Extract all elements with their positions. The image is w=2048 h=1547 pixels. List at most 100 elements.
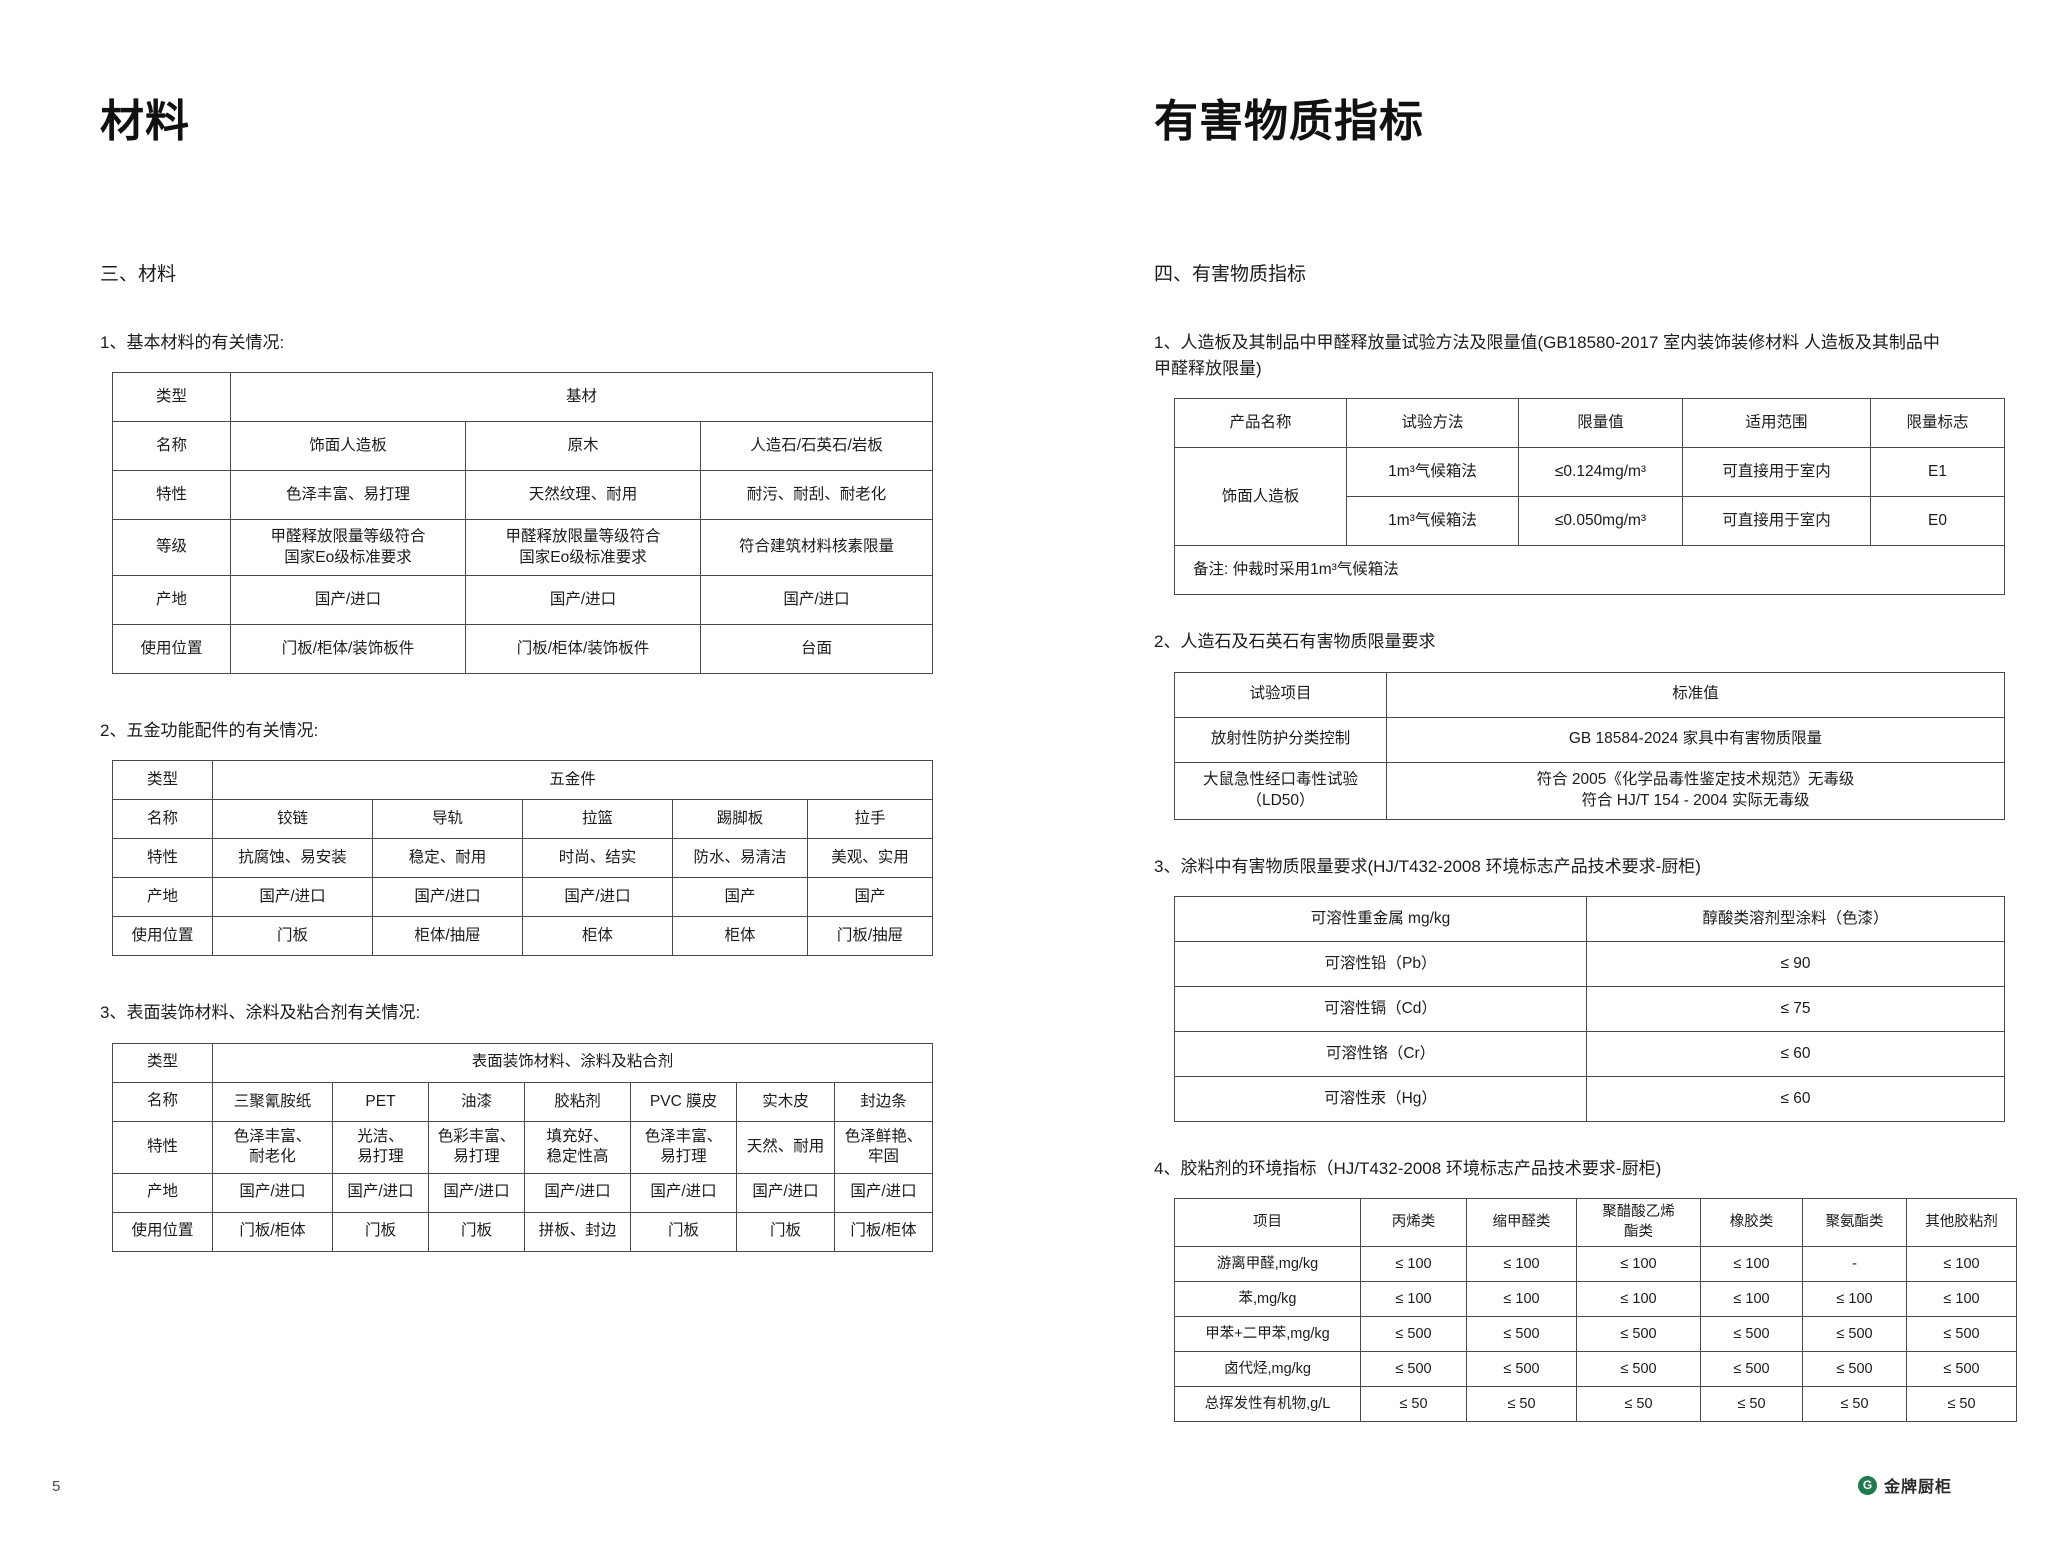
- table-row: 卤代烃,mg/kg ≤ 500 ≤ 500 ≤ 500 ≤ 500 ≤ 500 ≤ 500: [1174, 1351, 2017, 1388]
- table-cell: ≤ 100: [1466, 1246, 1577, 1283]
- table-cell: ≤ 500: [1360, 1351, 1467, 1388]
- table-cell: 原木: [465, 421, 701, 472]
- table-cell: -: [1802, 1246, 1907, 1283]
- group-label: 五金件: [212, 760, 933, 801]
- table-cell: 大鼠急性经口毒性试验 （LD50）: [1174, 761, 1387, 820]
- table-cell: 国产/进口: [212, 877, 373, 918]
- table-cell: PVC 膜皮: [630, 1081, 737, 1122]
- table-cell: 柜体: [672, 916, 808, 957]
- table-cell: 国产: [807, 877, 933, 918]
- table-cell: ≤ 50: [1360, 1386, 1467, 1423]
- row-label: 总挥发性有机物,g/L: [1174, 1386, 1361, 1423]
- table-cell: ≤ 50: [1576, 1386, 1701, 1423]
- table-cell: 填充好、 稳定性高: [524, 1120, 631, 1174]
- table-cell: ≤ 100: [1906, 1246, 2017, 1283]
- table-cell: ≤ 100: [1576, 1281, 1701, 1318]
- table-header-row: 产品名称 试验方法 限量值 适用范围 限量标志: [1174, 398, 2005, 449]
- table-cell: 导轨: [372, 799, 523, 840]
- subsection-heading-coating: 3、涂料中有害物质限量要求(HJ/T432-2008 环境标志产品技术要求-厨柜…: [1154, 856, 1701, 876]
- table-cell: 国产/进口: [522, 877, 673, 918]
- table-basic-body: 类型 基材 名称 饰面人造板 原木 人造石/石英石/岩板 特性 色泽丰富、易打理 天然纹理、耐用…: [112, 372, 934, 675]
- table-cell: 门板/柜体/装饰板件: [465, 624, 701, 675]
- table-hardware: 类型 五金件 名称 铰链 导轨 拉篮 踢脚板 拉手 特性 抗腐蚀、易安装 稳定、耐用 时尚、结实 防水、…: [112, 760, 933, 957]
- table-cell: 美观、实用: [807, 838, 933, 879]
- table-row: 产地 国产/进口 国产/进口 国产/进口 国产/进口 国产/进口 国产/进口 国产/进口: [112, 1172, 934, 1213]
- table-cell: 门板: [428, 1211, 525, 1252]
- table-row: 产地 国产/进口 国产/进口 国产/进口 国产 国产: [112, 877, 933, 918]
- table-row: 放射性防护分类控制 GB 18584-2024 家具中有害物质限量: [1174, 716, 2005, 763]
- row-label: 使用位置: [112, 624, 231, 675]
- brand-logo: G 金牌厨柜: [1857, 1473, 1952, 1497]
- section-title-right: 四、有害物质指标: [1154, 263, 1307, 285]
- table-cell: 可直接用于室内: [1682, 447, 1871, 498]
- table-cell: 国产/进口: [833, 1172, 934, 1213]
- subsection-heading-hardware: 2、五金功能配件的有关情况:: [100, 721, 319, 741]
- table-row: 名称 三聚氰胺纸 PET 油漆 胶粘剂 PVC 膜皮 实木皮 封边条: [112, 1081, 934, 1122]
- table-cell: 抗腐蚀、易安装: [212, 838, 373, 879]
- column-header: 限量标志: [1870, 398, 2005, 449]
- column-header: 醇酸类溶剂型涂料（色漆）: [1586, 896, 2005, 943]
- table-row: 等级 甲醛释放限量等级符合 国家Eo级标准要求 甲醛释放限量等级符合 国家Eo级标准要求…: [112, 519, 934, 577]
- table-cell: 耐污、耐刮、耐老化: [699, 470, 934, 521]
- table-cell: ≤ 60: [1586, 1031, 2005, 1078]
- row-label: 特性: [112, 1120, 213, 1174]
- table-note: 备注: 仲裁时采用1m³气候箱法: [1174, 545, 2005, 596]
- table-cell: ≤ 100: [1700, 1281, 1803, 1318]
- table-row: 游离甲醛,mg/kg ≤ 100 ≤ 100 ≤ 100 ≤ 100- ≤ 100: [1174, 1246, 2017, 1283]
- row-label: 产地: [112, 575, 231, 626]
- table-cell: 国产/进口: [332, 1172, 429, 1213]
- column-header: 试验方法: [1346, 398, 1519, 449]
- table-cell: ≤ 500: [1700, 1316, 1803, 1353]
- row-label: 特性: [112, 838, 213, 879]
- table-cell: 稳定、耐用: [372, 838, 523, 879]
- table-cell: 门板: [736, 1211, 835, 1252]
- table-row: 1m³气候箱法 ≤0.050mg/m³ 可直接用于室内 E0: [1175, 496, 2005, 547]
- table-cell: ≤ 100: [1360, 1246, 1467, 1283]
- table-header-row: 类型 基材: [112, 372, 934, 423]
- column-header: 标准值: [1386, 671, 2005, 718]
- column-header: 缩甲醛类: [1466, 1198, 1577, 1248]
- row-label: 名称: [112, 799, 213, 840]
- table-cell: 甲醛释放限量等级符合 国家Eo级标准要求: [230, 519, 466, 577]
- column-header: 聚醋酸乙烯 酯类: [1576, 1198, 1701, 1248]
- table-cell: 人造石/石英石/岩板: [699, 421, 934, 472]
- table-row: 可溶性铬（Cr） ≤ 60: [1174, 1031, 2005, 1078]
- product-name-cell: 饰面人造板: [1174, 447, 1347, 547]
- page-title-right: 有害物质指标: [1154, 97, 1424, 146]
- table-cell: 可溶性铅（Pb）: [1174, 941, 1587, 988]
- column-header: 橡胶类: [1700, 1198, 1803, 1248]
- table-adhesive-body: 项目 丙烯类 缩甲醛类 聚醋酸乙烯 酯类 橡胶类 聚氨酯类 其他胶粘剂 游离甲醛,mg/kg ≤ …: [1174, 1198, 2017, 1423]
- brand-mark-icon: G: [1857, 1475, 1877, 1495]
- table-cell: ≤ 50: [1466, 1386, 1577, 1423]
- table-surface-materials: 类型 表面装饰材料、涂料及粘合剂 名称 三聚氰胺纸 PET 油漆 胶粘剂 PVC 膜皮 实木皮封…: [112, 1042, 934, 1252]
- table-cell: PET: [332, 1081, 429, 1122]
- table-row: 特性 色泽丰富、易打理 天然纹理、耐用 耐污、耐刮、耐老化: [112, 470, 934, 521]
- column-header: 试验项目: [1174, 671, 1387, 718]
- page-number: 5: [52, 1478, 61, 1495]
- table-cell: 门板: [212, 916, 373, 957]
- column-header: 限量值: [1518, 398, 1683, 449]
- table-cell: 时尚、结实: [522, 838, 673, 879]
- row-label: 等级: [112, 519, 231, 577]
- table-cell: 胶粘剂: [524, 1081, 631, 1122]
- table-cell: E0: [1870, 496, 2005, 547]
- table-cell: ≤ 100: [1466, 1281, 1577, 1318]
- table-cell: 符合建筑材料核素限量: [699, 519, 934, 577]
- table-coating-body: 可溶性重金属 mg/kg 醇酸类溶剂型涂料（色漆） 可溶性铅（Pb） ≤ 90 可溶性镉…: [1174, 896, 2005, 1123]
- table-cell: 实木皮: [736, 1081, 835, 1122]
- table-cell: ≤ 50: [1802, 1386, 1907, 1423]
- table-cell: 铰链: [212, 799, 373, 840]
- table-cell: 国产/进口: [465, 575, 701, 626]
- table-header-row: 类型 表面装饰材料、涂料及粘合剂: [112, 1042, 934, 1083]
- table-header-row: 可溶性重金属 mg/kg 醇酸类溶剂型涂料（色漆）: [1174, 896, 2005, 943]
- table-coating-limits: 可溶性重金属 mg/kg 醇酸类溶剂型涂料（色漆） 可溶性铅（Pb） ≤ 90 可溶性镉…: [1174, 896, 2005, 1123]
- subsection-heading-surface: 3、表面装饰材料、涂料及粘合剂有关情况:: [100, 1003, 421, 1023]
- row-label: 产地: [112, 1172, 213, 1213]
- table-cell: 国产/进口: [630, 1172, 737, 1213]
- row-label: 游离甲醛,mg/kg: [1174, 1246, 1361, 1283]
- brand-name: 金牌厨柜: [1883, 1479, 1952, 1496]
- table-row: 可溶性镉（Cd） ≤ 75: [1174, 986, 2005, 1033]
- column-header: 聚氨酯类: [1802, 1198, 1907, 1248]
- table-cell: 放射性防护分类控制: [1174, 716, 1387, 763]
- column-header: 适用范围: [1682, 398, 1871, 449]
